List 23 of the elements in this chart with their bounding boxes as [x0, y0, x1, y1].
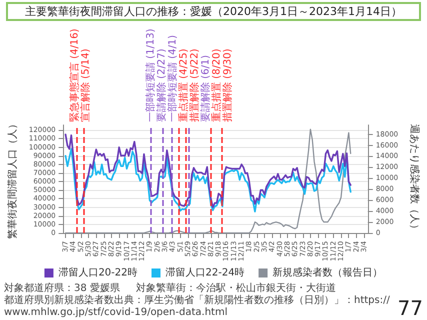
- text: 対象繁華街：今治駅・松山市銀天街・大街道: [136, 283, 336, 294]
- line-series: [64, 134, 352, 208]
- ref-line-label: 一部時短要請 (4/1): [166, 34, 178, 122]
- ref-line-label: 重点措置 (8/20): [210, 48, 222, 122]
- legend-label: 滞留人口20-22時: [58, 266, 138, 278]
- text: 都道府県別新規感染者数出典：厚生労働省「新規陽性者数の推移（日別）」：https://www.mhlw.go.jp/stf/covid-19/open-data.html: [4, 295, 391, 319]
- ref-line-label: 措置解除 (9/30): [221, 48, 234, 122]
- legend-label: 新規感染者数（報告日）: [272, 266, 383, 278]
- text: 77: [398, 296, 423, 320]
- line-series: [64, 148, 352, 212]
- ref-line-label: 緊急事態宣言 (4/16): [68, 28, 80, 122]
- text: 対象都道府県：38 愛媛県: [4, 283, 120, 294]
- y-axis-title: 繁華街夜間滞留人口（人）: [6, 119, 18, 239]
- ref-line-label: 一部時短要請 (1/13): [144, 28, 156, 122]
- y2-axis-title: 週あたり感染者数（人）: [408, 124, 420, 234]
- legend-label: 滞留人口22-24時: [166, 266, 245, 278]
- ref-line-label: 宣言解除 (5/14): [79, 48, 92, 122]
- ref-line-label: 措置解除 (5/22): [188, 48, 200, 122]
- ref-line-label: 要請解除 (2/27): [155, 48, 168, 122]
- chart-title: 主要繁華街夜間滞留人口の推移：愛媛（2020年3月1日～2023年1月14日）: [6, 2, 421, 21]
- ref-line-label: 要請解除 (6/1): [199, 54, 212, 122]
- ref-line-label: 重点措置 (4/25): [177, 48, 190, 122]
- line-series: [64, 128, 352, 234]
